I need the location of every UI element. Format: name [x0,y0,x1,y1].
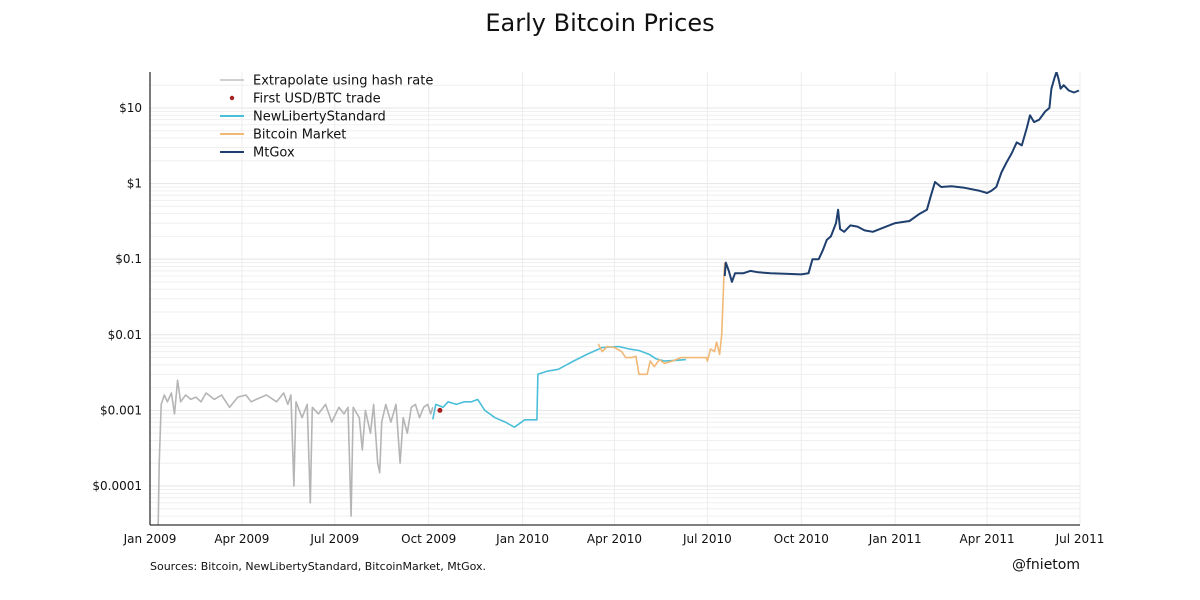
axes: Jan 2009 Apr 2009 Jul 2009 Oct 2009 Jan 2010… [92,72,1104,546]
series-group [157,72,1080,525]
x-tick-label: Jan 2010 [495,532,549,546]
y-tick-label: $0.01 [108,328,142,342]
chart-title: Early Bitcoin Prices [485,9,714,37]
series-line-extrapolate-using-hash-rate [157,379,434,525]
legend-label-extrapolate-using-hash-rate: Extrapolate using hash rate [253,74,433,89]
series-line-mtgox [723,72,1080,283]
legend-label-mtgox: MtGox [253,146,295,161]
y-tick-label: $0.001 [100,403,142,417]
x-tick-label: Jan 2011 [868,532,922,546]
x-tick-label: Jul 2011 [1055,532,1105,546]
x-tick-label: Jul 2010 [682,532,732,546]
x-tick-label: Apr 2010 [587,532,642,546]
point-first-usd-btc-trade [437,407,443,413]
legend-label-bitcoin-market: Bitcoin Market [253,128,346,143]
series-line-bitcoin-market [597,262,726,376]
y-tick-label: $10 [119,101,142,115]
legend-marker-first-usd-btc-trade [229,95,235,101]
footnote: Sources: Bitcoin, NewLibertyStandard, Bi… [150,560,486,573]
x-tick-label: Jan 2009 [123,532,177,546]
legend: Extrapolate using hash rate First USD/BTC… [220,74,433,161]
x-tick-label: Apr 2009 [214,532,269,546]
grid [149,72,1081,525]
x-tick-label: Jul 2009 [309,532,359,546]
x-tick-label: Oct 2009 [401,532,456,546]
series-line-newlibertystandard [432,345,686,428]
credit: @fnietom [1012,557,1080,573]
x-tick-label: Apr 2011 [960,532,1015,546]
legend-label-first-usd-btc-trade: First USD/BTC trade [253,92,381,107]
y-tick-label: $1 [127,177,142,191]
x-tick-label: Oct 2010 [774,532,829,546]
legend-label-newlibertystandard: NewLibertyStandard [253,110,386,125]
y-tick-label: $0.0001 [92,479,142,493]
y-tick-label: $0.1 [115,252,142,266]
